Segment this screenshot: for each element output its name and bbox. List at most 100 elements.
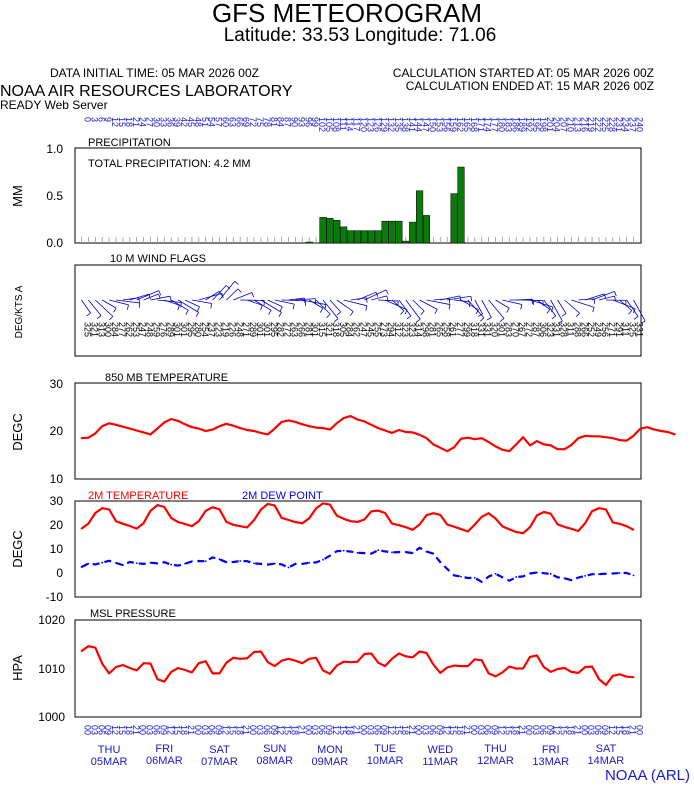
dewpoint-series-point	[335, 550, 338, 553]
time-label: 03	[89, 725, 99, 735]
temp850-panel: 850 MB TEMPERATURE DEGC 10 20 30	[10, 372, 676, 486]
dewpoint-line	[80, 546, 635, 584]
wind-barb-feather	[385, 289, 389, 295]
wind-direction-label: 325	[83, 322, 93, 337]
temp2m-series-point	[322, 502, 324, 505]
hour-label: 0	[83, 117, 93, 122]
time-label: 00	[359, 725, 369, 735]
time-label: 21	[241, 725, 251, 735]
temp850-series-point	[273, 427, 276, 430]
wind-barb-feather	[551, 315, 557, 320]
dewpoint-series-point	[287, 566, 290, 569]
time-label: 18	[179, 725, 189, 735]
dewpoint-series-point	[542, 572, 545, 575]
temp2m-series-point	[391, 522, 393, 525]
temp850-series-point	[80, 437, 83, 440]
pressure-series-point	[315, 656, 317, 659]
wind-direction-label: 262	[124, 322, 134, 337]
pressure-series-point	[301, 662, 304, 665]
time-label: 06	[372, 725, 382, 735]
pressure-series-point	[266, 661, 269, 664]
precip-ytick: 1.0	[46, 142, 63, 156]
time-label: 09	[158, 725, 168, 735]
time-label: 09	[103, 725, 113, 735]
time-label: 00	[248, 725, 258, 735]
wind-barb	[115, 299, 140, 304]
wind-barb	[571, 299, 595, 308]
pressure-ytick: 1000	[38, 710, 65, 724]
hour-label: 99	[310, 117, 320, 127]
time-label: 00	[83, 725, 93, 735]
hour-label: 204	[552, 117, 562, 132]
temp850-series-point	[653, 428, 656, 431]
temp2m-series-point	[135, 527, 138, 530]
time-label: 12	[331, 725, 341, 735]
pressure-series-point	[473, 658, 476, 661]
dewpoint-series-point	[605, 572, 607, 575]
temp2m-series-point	[287, 519, 290, 521]
hour-label: 174	[483, 117, 493, 132]
wind-direction-label: 300	[103, 322, 113, 337]
wind-barb-feather	[628, 310, 633, 315]
time-label: 15	[283, 725, 293, 735]
wind-barb	[157, 299, 182, 303]
wind-barb	[260, 299, 282, 313]
hour-label: 51	[200, 117, 210, 127]
wind-direction-label: 248	[234, 322, 244, 337]
wind-barb	[447, 295, 471, 301]
temp2m-series-point	[273, 504, 276, 507]
wind-barb	[391, 299, 405, 312]
hour-label: 207	[559, 117, 569, 132]
pressure-series-point	[170, 670, 173, 673]
temp2m-series-point	[163, 506, 166, 508]
hour-label: 183	[503, 117, 513, 132]
temp2m-series-point	[191, 525, 193, 528]
pressure-frame	[74, 619, 642, 718]
wind-direction-label: 318	[469, 322, 479, 337]
hour-label: 108	[331, 117, 341, 132]
time-label: 06	[428, 725, 438, 735]
wind-barb-feather	[195, 312, 200, 317]
pressure-series-point	[260, 650, 262, 653]
temp850-series-point	[584, 434, 587, 437]
wind-barb-feather	[86, 312, 91, 317]
day-of-week: SAT	[209, 744, 230, 756]
wind-direction-label: 261	[448, 322, 458, 337]
wind-barb	[481, 299, 492, 318]
time-label: 03	[310, 725, 320, 735]
wind-direction-label: 289	[165, 322, 175, 337]
pressure-series-point	[404, 655, 407, 658]
pressure-series-point	[563, 667, 566, 669]
time-label: 12	[110, 725, 120, 735]
pressure-series-point	[273, 665, 276, 667]
temp850-series-point	[239, 427, 242, 430]
temp850-series-point	[467, 436, 469, 439]
wind-direction-label: 281	[303, 322, 313, 337]
wind-barb-feather	[576, 312, 580, 318]
day-date: 12MAR	[477, 755, 514, 767]
hour-label: 33	[158, 117, 168, 127]
wind-barb	[212, 285, 227, 301]
wind-barb	[523, 299, 544, 302]
pressure-series-point	[122, 664, 124, 667]
wind-barb	[288, 297, 305, 301]
temp850-ytick: 10	[50, 472, 64, 486]
dewpoint-series-point	[501, 576, 504, 579]
precip-bar	[374, 230, 382, 244]
dewpoint-series-point	[432, 552, 435, 555]
day-of-week: THU	[98, 744, 121, 756]
temp850-series-point	[480, 437, 483, 440]
time-label: 18	[510, 725, 520, 735]
temp850-series-point	[625, 439, 628, 442]
temp850-series-point	[266, 433, 269, 436]
dewpoint-series-point	[591, 573, 593, 576]
wind-direction-label: 323	[545, 322, 555, 337]
wind-barb	[633, 299, 646, 322]
wind-barb-feather	[475, 309, 479, 315]
wind-barb	[557, 299, 567, 314]
temp850-series-point	[218, 425, 221, 428]
temp2m-series-point	[584, 522, 587, 524]
dewpoint-series-point	[342, 549, 345, 552]
temp850-series-point	[674, 433, 676, 436]
temp850-series-point	[342, 417, 345, 419]
